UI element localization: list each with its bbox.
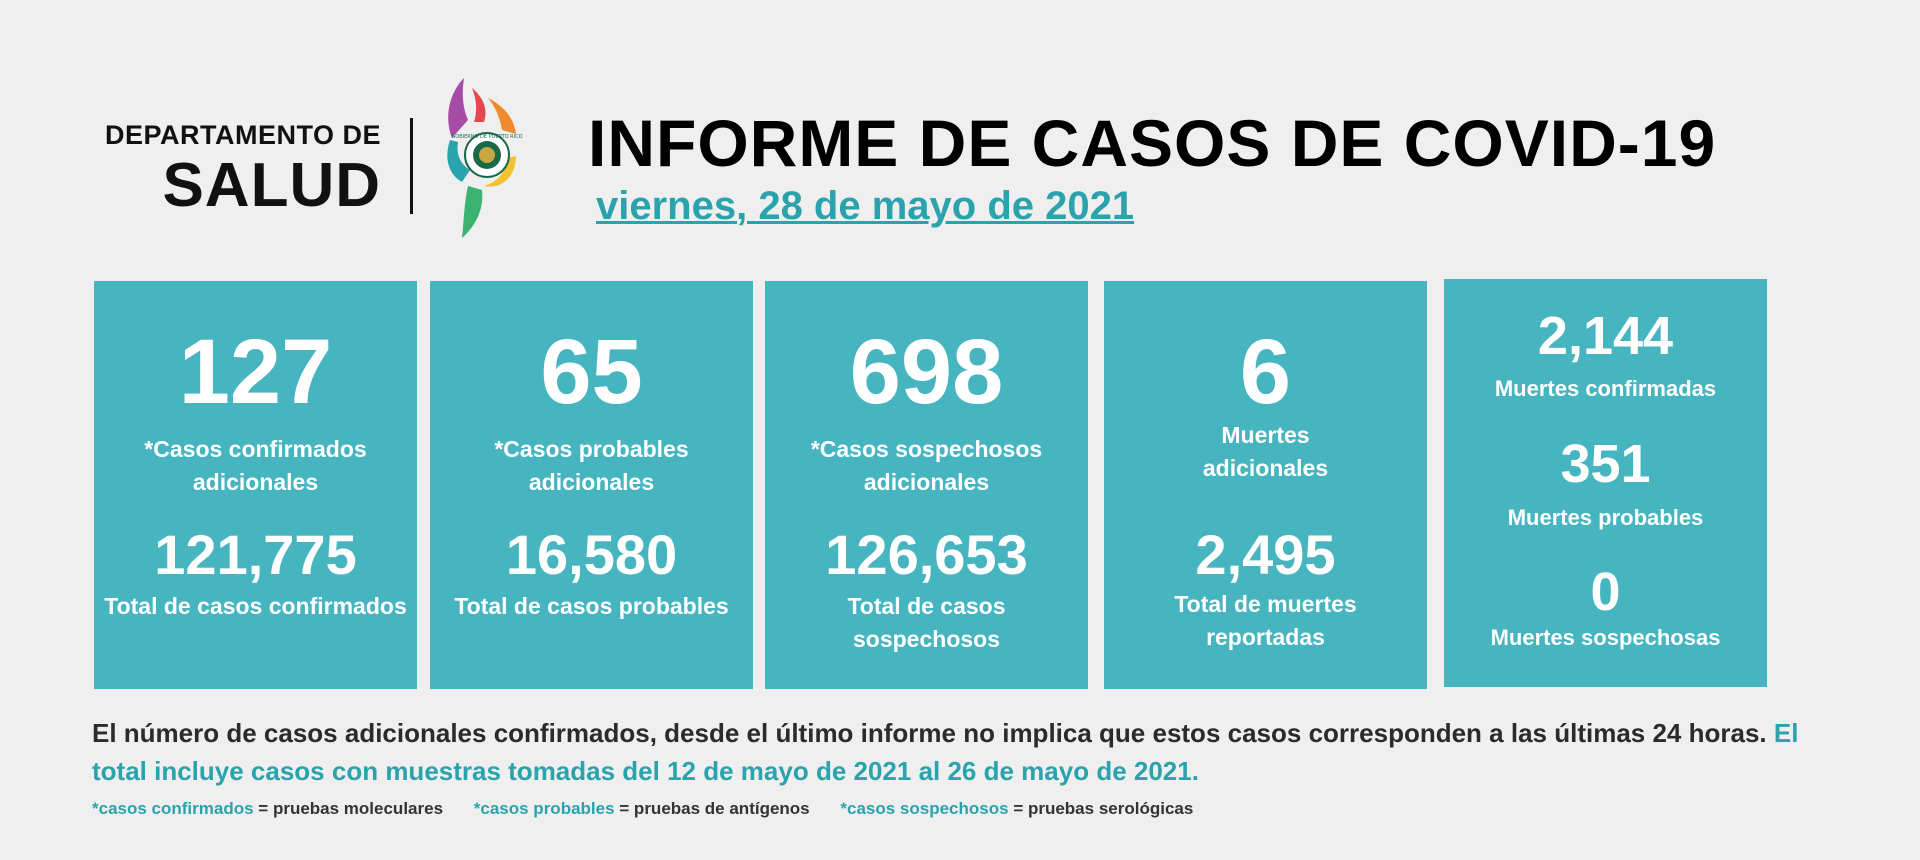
legend-value: = pruebas moleculares [258,799,444,818]
suspected-deaths-label: Muertes sospechosas [1490,625,1721,650]
disclaimer-highlight: El total incluye casos con muestras toma… [92,718,1799,786]
header: DEPARTAMENTO DE SALUD GOBIERNO DE PUERTO… [0,0,1920,270]
total-label: Total de casos confirmados [104,593,407,619]
legend-key: *casos confirmados [92,799,254,818]
total-label: Total de casos probables [454,593,729,619]
report-date: viernes, 28 de mayo de 2021 [596,184,1135,228]
probable-deaths-label: Muertes probables [1507,505,1704,530]
total-count: 121,775 [154,523,357,586]
legend-value: = pruebas de antígenos [619,799,810,818]
department-line-1: DEPARTAMENTO DE [104,120,381,150]
department-line-2: SALUD [162,151,381,220]
stat-card-suspected: 698 *Casos sospechosos adicionales 126,6… [765,281,1088,689]
additional-count: 698 [849,321,1004,423]
logo-seal-text: GOBIERNO DE PUERTO RICO [451,134,522,140]
total-label: Total de casos sospechosos [847,593,1006,652]
legend-item-suspected: *casos sospechosos = pruebas serológicas [840,799,1193,818]
confirmed-deaths-label: Muertes confirmadas [1494,376,1717,401]
legend-item-confirmed: *casos confirmados = pruebas moleculares [92,799,443,818]
additional-count: 127 [178,321,333,423]
stat-card-death-breakdown: 2,144 Muertes confirmadas 351 Muertes pr… [1444,279,1767,687]
confirmed-deaths-count: 2,144 [1537,306,1674,366]
additional-label: Muertes adicionales [1202,422,1329,481]
legend-value: = pruebas serológicas [1013,799,1194,818]
legend-key: *casos sospechosos [840,799,1009,818]
additional-label: *Casos sospechosos adicionales [810,436,1043,495]
stat-card-deaths: 6 Muertes adicionales 2,495 Total de mue… [1104,281,1427,689]
legend-key: *casos probables [473,799,615,818]
probable-deaths-count: 351 [1560,434,1651,494]
total-count: 16,580 [505,523,678,586]
department-logo-text: DEPARTAMENTO DE SALUD [96,122,381,217]
legend-item-probable: *casos probables = pruebas de antígenos [474,799,810,818]
stat-card-probable: 65 *Casos probables adicionales 16,580 T… [430,281,753,689]
page-title: INFORME DE CASOS DE COVID-19 [588,106,1717,180]
puerto-rico-seal-logo-icon: GOBIERNO DE PUERTO RICO [447,78,523,238]
total-count: 2,495 [1195,523,1336,586]
logo-divider [410,118,413,214]
definitions-legend: *casos confirmados = pruebas moleculares… [92,799,1219,819]
disclaimer-text: El número de casos adicionales confirmad… [92,718,1767,748]
additional-label: *Casos confirmados adicionales [144,436,367,495]
total-label: Total de muertes reportadas [1174,591,1357,650]
stat-card-confirmed: 127 *Casos confirmados adicionales 121,7… [94,281,417,689]
additional-count: 6 [1239,321,1292,423]
total-count: 126,653 [825,523,1028,586]
additional-label: *Casos probables adicionales [494,436,689,495]
additional-count: 65 [540,321,643,423]
suspected-deaths-count: 0 [1590,562,1621,622]
disclaimer-note: El número de casos adicionales confirmad… [92,714,1852,790]
